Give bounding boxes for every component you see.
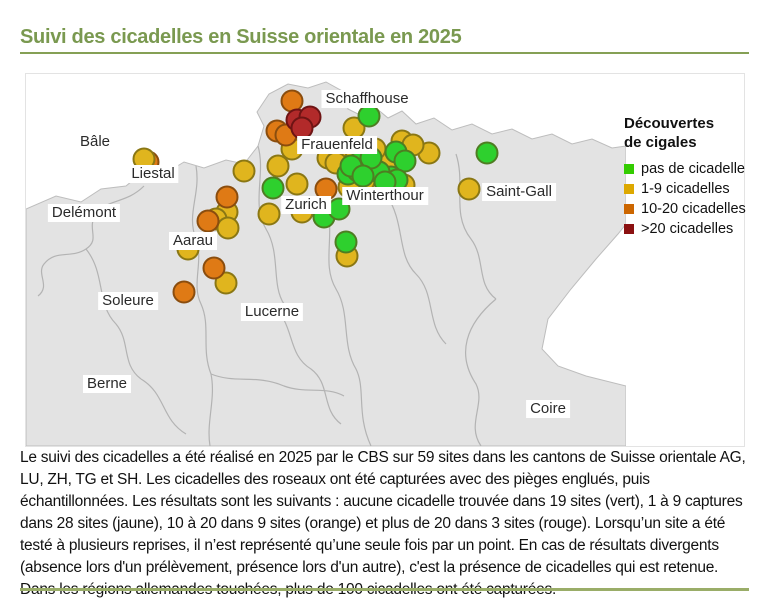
legend-item-red: >20 cicadelles [624,222,744,236]
legend-title: Découvertes de cigales [624,114,744,152]
page-title: Suivi des cicadelles en Suisse orientale… [20,26,462,48]
legend-label: pas de cicadelle [641,161,745,177]
legend-title-line2: de cigales [624,134,697,151]
legend-items: pas de cicadelle 1-9 cicadelles 10-20 cica… [624,161,746,236]
caption-text: Le suivi des cicadelles a été réalisé en… [20,449,746,598]
legend-item-yellow: 1-9 cicadelles [624,182,744,196]
legend-swatch-yellow [624,184,634,194]
legend-label: 1-9 cicadelles [641,181,730,197]
map-legend: Découvertes de cigales pas de cicadelle 1… [624,114,746,242]
legend-label: >20 cicadelles [641,221,734,237]
legend-item-orange: 10-20 cicadelles [624,201,746,217]
title-rule [20,52,749,54]
map-figure: Bâle Liestal Delémont Aarau Soleure Lucerne Be… [25,73,746,447]
legend-item-green: pas de cicadelle [624,161,745,177]
legend-swatch-orange [624,204,634,214]
bottom-rule [20,588,749,591]
switzerland-map [26,81,626,446]
legend-swatch-red [624,224,634,234]
legend-swatch-green [624,164,634,174]
legend-label: 10-20 cicadelles [641,201,746,217]
canton-borders [37,145,497,446]
legend-title-line1: Découvertes [624,115,715,132]
